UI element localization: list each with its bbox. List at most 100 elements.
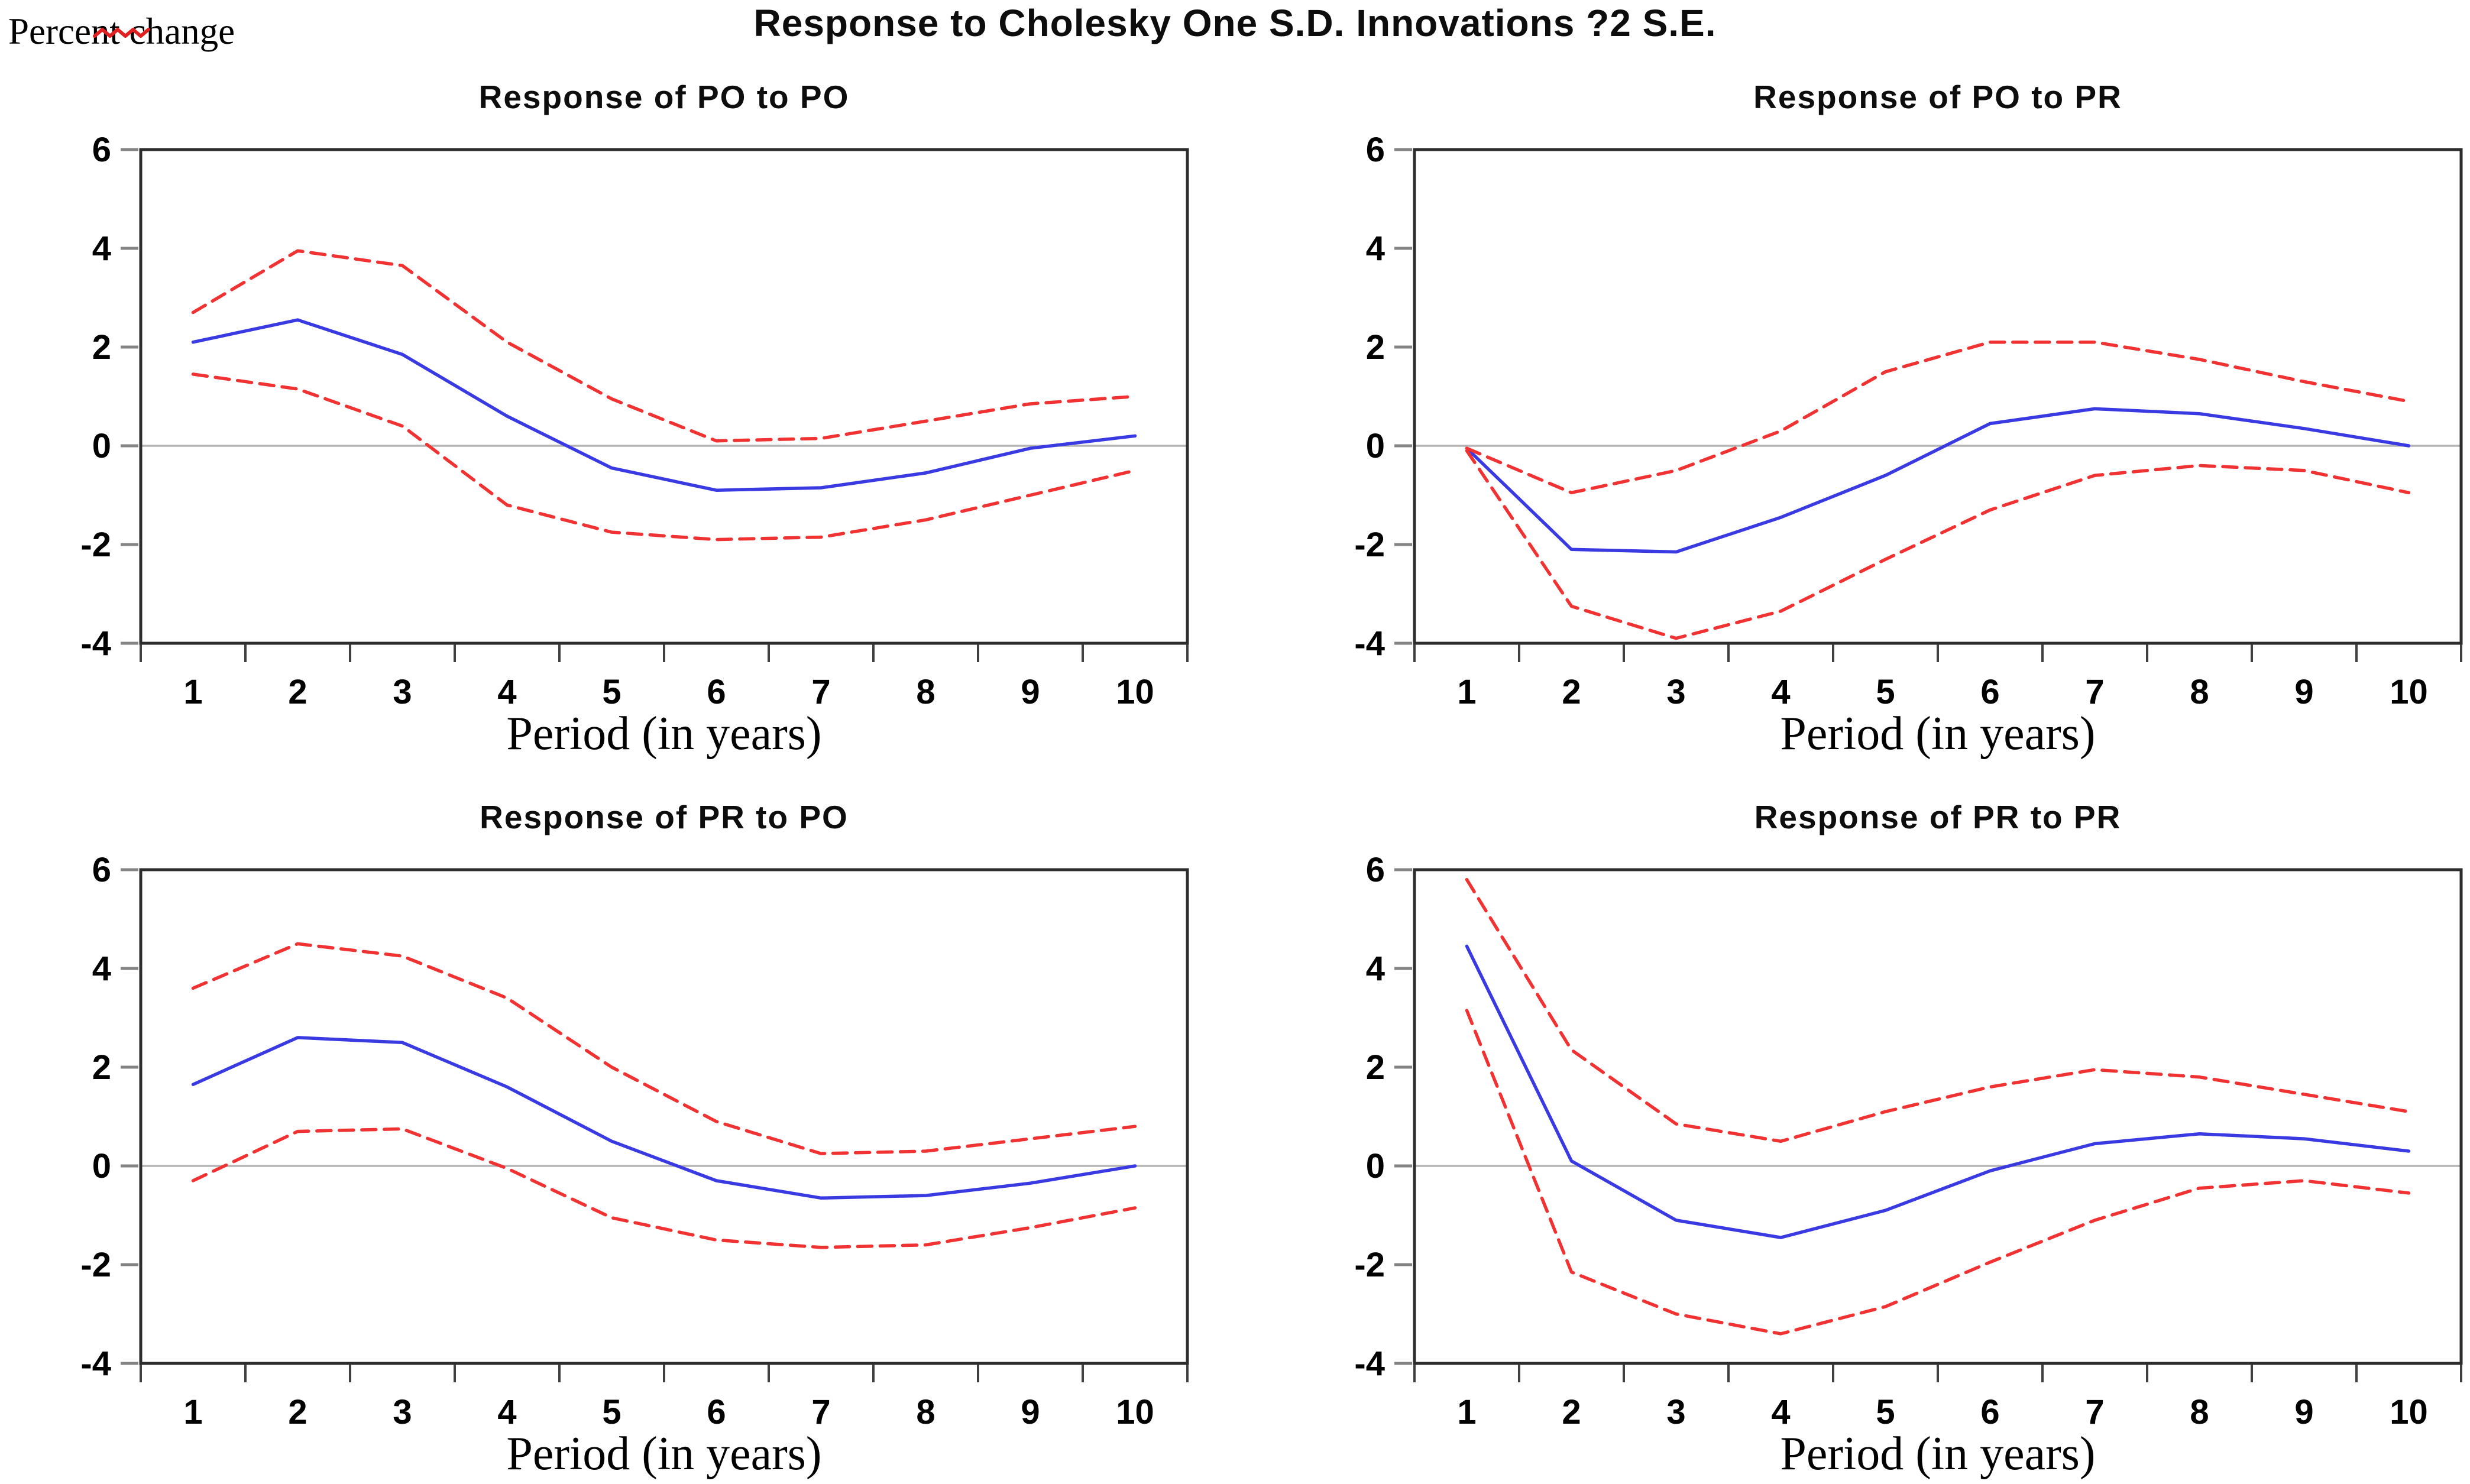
y-tick-label: 0	[1366, 427, 1385, 465]
x-axis-label: Period (in years)	[506, 1428, 822, 1480]
x-tick-label: 2	[1562, 673, 1581, 711]
upper-2se-band-line	[191, 942, 1137, 1155]
panel-title: Response of PR to PR	[1754, 799, 2122, 835]
upper-2se-band-line	[191, 249, 1137, 443]
response-mean-line	[191, 318, 1137, 492]
spellcheck-squiggle-icon	[93, 28, 150, 38]
y-tick-label: -4	[80, 1344, 111, 1383]
x-tick-label: 9	[2294, 1393, 2313, 1431]
y-tick-label: -2	[80, 1246, 111, 1284]
x-tick-label: 7	[811, 673, 830, 711]
plot-frame	[1413, 148, 2463, 645]
x-tick-label: 8	[916, 1393, 935, 1431]
x-tick-label: 2	[288, 1393, 307, 1431]
x-axis-label: Period (in years)	[1780, 708, 2096, 760]
x-tick-label: 1	[1457, 1393, 1476, 1431]
x-tick-label: 9	[2294, 673, 2313, 711]
x-tick-label: 3	[1666, 673, 1685, 711]
y-tick-label: -4	[80, 624, 111, 663]
irf-chart-pr-to-po: 6 4 2 0 -2 -4 1 2 3 4 5 6 7 8 9 10	[80, 851, 1189, 1431]
x-tick-label: 3	[393, 1393, 412, 1431]
x-tick-label: 4	[497, 673, 516, 711]
x-tick-label: 2	[288, 673, 307, 711]
irf-chart-po-to-po: 6 4 2 0 -2 -4 1 2 3 4 5 6 7 8 9 10	[80, 131, 1189, 711]
x-tick-label: 10	[1116, 673, 1154, 711]
panel-title: Response of PO to PR	[1753, 79, 2122, 115]
figure-title: Response to Cholesky One S.D. Innovation…	[753, 2, 1717, 44]
y-tick-label: -2	[1354, 526, 1385, 564]
lower-2se-band-line	[1465, 449, 2411, 640]
y-tick-label: 2	[1366, 328, 1385, 367]
x-tick-label: 10	[2390, 673, 2428, 711]
panel-title: Response of PR to PO	[480, 799, 849, 835]
panel-title: Response of PO to PO	[478, 79, 850, 115]
x-tick-label: 1	[183, 673, 202, 711]
response-mean-line	[1465, 944, 2411, 1239]
y-tick-label: 2	[92, 1048, 111, 1087]
x-tick-label: 1	[1457, 673, 1476, 711]
x-tick-label: 8	[916, 673, 935, 711]
x-tick-label: 5	[602, 1393, 621, 1431]
y-tick-label: -4	[1354, 624, 1385, 663]
x-tick-label: 5	[1876, 673, 1895, 711]
lower-2se-band-line	[191, 1127, 1137, 1249]
x-tick-label: 9	[1021, 673, 1040, 711]
x-tick-label: 10	[2390, 1393, 2428, 1431]
x-tick-label: 7	[2085, 673, 2104, 711]
y-tick-label: 6	[92, 131, 111, 169]
x-tick-label: 7	[811, 1393, 830, 1431]
x-tick-label: 4	[1771, 1393, 1790, 1431]
lower-2se-band-line	[191, 372, 1137, 542]
plot-frame	[139, 148, 1189, 645]
irf-panel-po-to-pr: Response of PO to PR 6 4 2 0 -2 -4 1 2 3 4 5 6 7 8 9 10…	[1308, 70, 2470, 764]
upper-2se-band-line	[1465, 877, 2411, 1143]
y-tick-label: 4	[92, 950, 111, 988]
x-axis-label: Period (in years)	[506, 708, 822, 760]
x-tick-label: 5	[602, 673, 621, 711]
irf-chart-pr-to-pr: 6 4 2 0 -2 -4 1 2 3 4 5 6 7 8 9 10	[1354, 851, 2463, 1431]
x-axis-label: Period (in years)	[1780, 1428, 2096, 1480]
y-tick-label: -4	[1354, 1344, 1385, 1383]
y-tick-label: 4	[1366, 950, 1385, 988]
x-tick-label: 3	[393, 673, 412, 711]
y-axis-note: Percent change	[8, 8, 235, 55]
x-tick-label: 1	[183, 1393, 202, 1431]
x-tick-label: 8	[2190, 673, 2209, 711]
lower-2se-band-line	[1465, 1009, 2411, 1336]
y-tick-label: 0	[92, 1147, 111, 1185]
x-tick-label: 4	[1771, 673, 1790, 711]
plot-frame	[1413, 868, 2463, 1365]
x-tick-label: 6	[1980, 673, 1999, 711]
irf-chart-po-to-pr: 6 4 2 0 -2 -4 1 2 3 4 5 6 7 8 9 10	[1354, 131, 2463, 711]
y-tick-label: -2	[80, 526, 111, 564]
upper-2se-band-line	[1465, 340, 2411, 495]
x-tick-label: 9	[1021, 1393, 1040, 1431]
y-tick-label: 4	[92, 229, 111, 268]
plot-frame	[139, 868, 1189, 1365]
y-tick-label: 2	[1366, 1048, 1385, 1087]
x-tick-label: 6	[707, 673, 726, 711]
y-tick-label: -2	[1354, 1246, 1385, 1284]
x-tick-label: 5	[1876, 1393, 1895, 1431]
response-mean-line	[191, 1036, 1137, 1200]
response-mean-line	[1465, 407, 2411, 554]
y-tick-label: 6	[92, 851, 111, 889]
y-tick-label: 6	[1366, 851, 1385, 889]
irf-panel-pr-to-po: Response of PR to PO 6 4 2 0 -2 -4 1 2 3 4 5 6 7 8 9 10…	[34, 790, 1276, 1484]
y-tick-label: 4	[1366, 229, 1385, 268]
irf-panel-po-to-po: Response of PO to PO 6 4 2 0 -2 -4 1 2 3 4 5 6 7 8 9 10…	[34, 70, 1276, 764]
y-tick-label: 2	[92, 328, 111, 367]
x-tick-label: 10	[1116, 1393, 1154, 1431]
x-tick-label: 7	[2085, 1393, 2104, 1431]
x-tick-label: 2	[1562, 1393, 1581, 1431]
y-tick-label: 6	[1366, 131, 1385, 169]
x-tick-label: 3	[1666, 1393, 1685, 1431]
y-tick-label: 0	[92, 427, 111, 465]
x-tick-label: 8	[2190, 1393, 2209, 1431]
x-tick-label: 6	[1980, 1393, 1999, 1431]
x-tick-label: 6	[707, 1393, 726, 1431]
y-tick-label: 0	[1366, 1147, 1385, 1185]
x-tick-label: 4	[497, 1393, 516, 1431]
irf-panel-pr-to-pr: Response of PR to PR 6 4 2 0 -2 -4 1 2 3 4 5 6 7 8 9 10…	[1308, 790, 2470, 1484]
